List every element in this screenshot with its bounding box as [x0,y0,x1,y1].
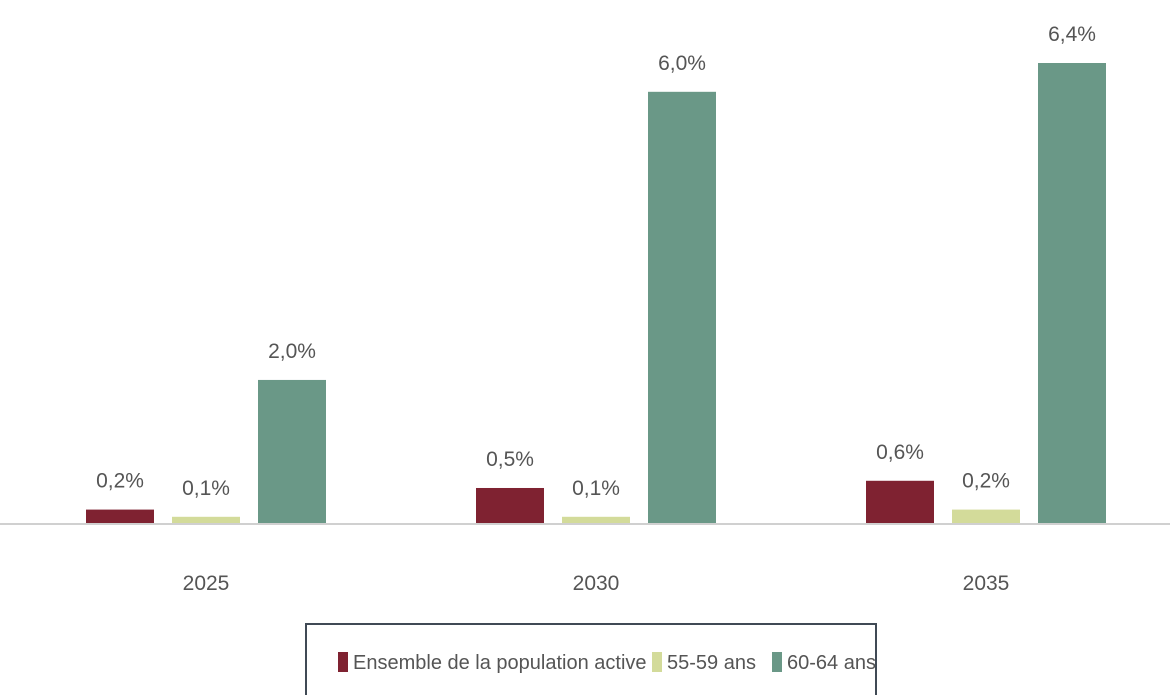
bar-2035-series-1 [866,480,934,524]
category-labels-layer: 2025 2030 2035 [183,572,1010,595]
data-label-2035-series-2: 0,2% [962,470,1010,493]
bar-2025-series-1 [86,509,154,524]
legend-swatch-series-1 [338,652,348,672]
data-label-2035-series-3: 6,4% [1048,23,1096,46]
bar-2035-series-3 [1038,63,1106,524]
bar-2030-series-3 [648,91,716,524]
bar-2030-series-1 [476,487,544,524]
legend-swatch-series-2 [652,652,662,672]
data-label-2025-series-2: 0,1% [182,477,230,500]
bar-2025-series-2 [172,516,240,524]
value-labels-layer: 0,2% 0,1% 2,0% 0,5% 0,1% 6,0% 0,6% 0,2% 6,4% [96,23,1096,500]
data-label-2030-series-1: 0,5% [486,448,534,471]
bar-2030-series-2 [562,516,630,524]
legend-label-series-2: 55-59 ans [667,652,756,674]
data-label-2030-series-3: 6,0% [658,52,706,75]
legend-label-series-1: Ensemble de la population active [353,652,647,674]
x-tick-label-2025: 2025 [183,572,230,595]
bar-2025-series-3 [258,379,326,524]
data-label-2030-series-2: 0,1% [572,477,620,500]
data-label-2025-series-3: 2,0% [268,340,316,363]
x-tick-label-2030: 2030 [573,572,620,595]
legend-label-series-3: 60-64 ans [787,652,876,674]
x-tick-label-2035: 2035 [963,572,1010,595]
bar-2035-series-2 [952,509,1020,524]
legend-swatch-series-3 [772,652,782,672]
legend: Ensemble de la population active 55-59 an… [305,623,877,695]
bars-layer [86,63,1106,524]
data-label-2035-series-1: 0,6% [876,441,924,464]
data-label-2025-series-1: 0,2% [96,470,144,493]
legend-items: Ensemble de la population active 55-59 an… [338,652,876,674]
